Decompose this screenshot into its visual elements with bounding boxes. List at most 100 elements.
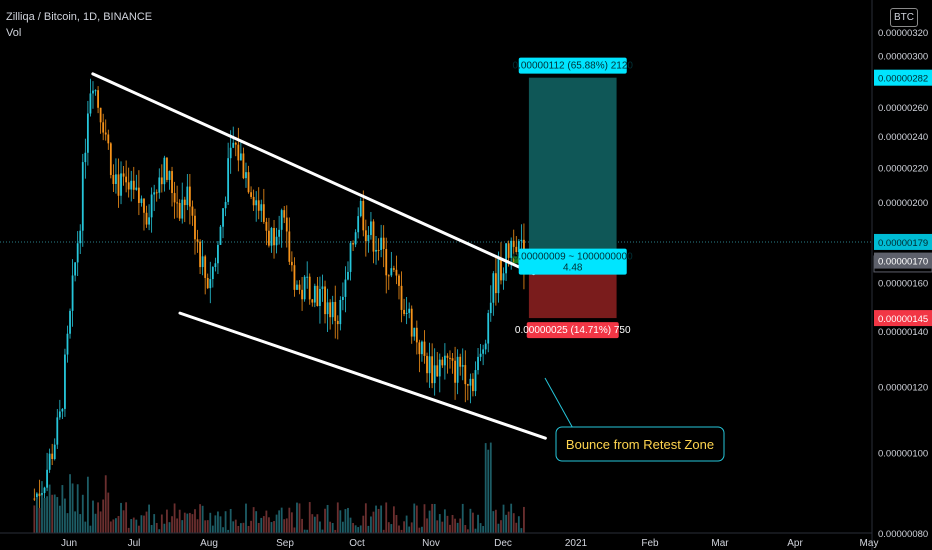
candle-body <box>507 243 510 258</box>
stop-label-bg <box>526 322 619 339</box>
volume-bar <box>349 517 352 533</box>
volume-bar <box>494 509 497 533</box>
candle-body <box>436 365 439 377</box>
y-tick-label: 0.00000260 <box>878 103 928 114</box>
volume-bar <box>64 498 66 533</box>
volume-bar <box>329 521 332 533</box>
volume-bar <box>109 521 112 533</box>
volume-bar <box>523 506 525 533</box>
candle-body <box>237 144 240 161</box>
candle-body <box>306 276 309 278</box>
volume-bar <box>347 507 349 533</box>
candle-body <box>517 241 520 253</box>
volume-bar <box>482 526 485 533</box>
candle-body <box>489 302 492 314</box>
volume-bar <box>260 517 263 533</box>
candle-body <box>53 444 56 460</box>
volume-bar <box>301 518 303 533</box>
candle-body <box>410 308 413 337</box>
candle-body <box>324 286 326 315</box>
candle-body <box>341 296 344 300</box>
volume-bar <box>262 516 265 533</box>
volume-bar <box>127 527 130 533</box>
volume-bar <box>331 523 334 533</box>
volume-bar <box>250 520 252 533</box>
volume-bar <box>418 527 421 533</box>
candle-body <box>408 308 411 313</box>
candle-body <box>224 201 227 209</box>
volume-bar <box>446 515 449 533</box>
volume-bar <box>227 529 230 533</box>
currency-button[interactable]: BTC <box>890 8 918 27</box>
x-tick-label: Aug <box>200 538 218 549</box>
candle-body <box>38 493 41 497</box>
candle-body <box>275 236 278 246</box>
volume-bar <box>204 520 207 533</box>
volume-bar <box>275 514 278 533</box>
volume-bar <box>288 507 291 533</box>
x-tick-label: Nov <box>422 538 440 549</box>
volume-bar <box>395 515 398 533</box>
x-tick-label: Apr <box>787 538 803 549</box>
symbol-title: Zilliqa / Bitcoin, 1D, BINANCE <box>6 11 153 23</box>
candle-body <box>120 173 122 196</box>
candle-body <box>150 194 153 218</box>
volume-bar <box>319 521 321 533</box>
candle-body <box>117 174 120 196</box>
volume-bar <box>502 504 505 533</box>
candle-body <box>520 239 523 242</box>
candle-body <box>512 240 515 247</box>
volume-bar <box>196 519 199 533</box>
y-tick-label: 0.00000220 <box>878 163 928 174</box>
candle-body <box>456 356 459 383</box>
annotation-box <box>555 426 725 462</box>
volume-bar <box>472 512 474 533</box>
candle-body <box>245 172 247 179</box>
candle-body <box>479 353 482 357</box>
price-badge-text: 0.00000179 <box>878 238 928 249</box>
candle-body <box>461 365 464 367</box>
volume-bar <box>76 484 79 533</box>
candle-body <box>268 230 270 246</box>
volume-bar <box>107 492 110 533</box>
candle-body <box>301 289 303 300</box>
volume-bar <box>160 514 163 533</box>
candle-body <box>102 122 105 133</box>
volume-bar <box>403 521 405 533</box>
candle-body <box>46 469 48 488</box>
volume-bar <box>211 525 214 533</box>
y-tick-label: 0.00000300 <box>878 51 928 62</box>
candle-body <box>347 271 349 280</box>
candle-body <box>188 186 191 207</box>
candle-body <box>112 174 115 184</box>
volume-bars <box>33 442 525 533</box>
candle-body <box>344 279 347 297</box>
volume-bar <box>372 511 375 533</box>
candle-body <box>234 142 237 145</box>
candle-body <box>405 312 408 314</box>
volume-bar <box>273 521 275 533</box>
candle-body <box>392 268 395 270</box>
candle-body <box>194 215 196 240</box>
y-tick-label: 0.00000240 <box>878 132 928 143</box>
candle-body <box>497 257 500 294</box>
volume-bar <box>122 510 125 533</box>
candle-body <box>132 180 135 190</box>
candle-body <box>359 200 362 217</box>
candle-body <box>357 216 360 233</box>
candle-body <box>283 210 286 218</box>
candle-body <box>94 90 97 92</box>
candle-body <box>107 134 110 144</box>
volume-bar <box>166 509 168 533</box>
volume-bar <box>237 525 240 533</box>
candle-body <box>270 228 273 246</box>
candle-body <box>104 132 107 135</box>
volume-bar <box>469 508 472 533</box>
candle-body <box>469 378 472 386</box>
candle-body <box>115 174 117 184</box>
volume-bar <box>247 525 250 533</box>
candle-body <box>466 384 469 386</box>
candle-body <box>232 142 235 148</box>
volume-bar <box>474 528 477 533</box>
